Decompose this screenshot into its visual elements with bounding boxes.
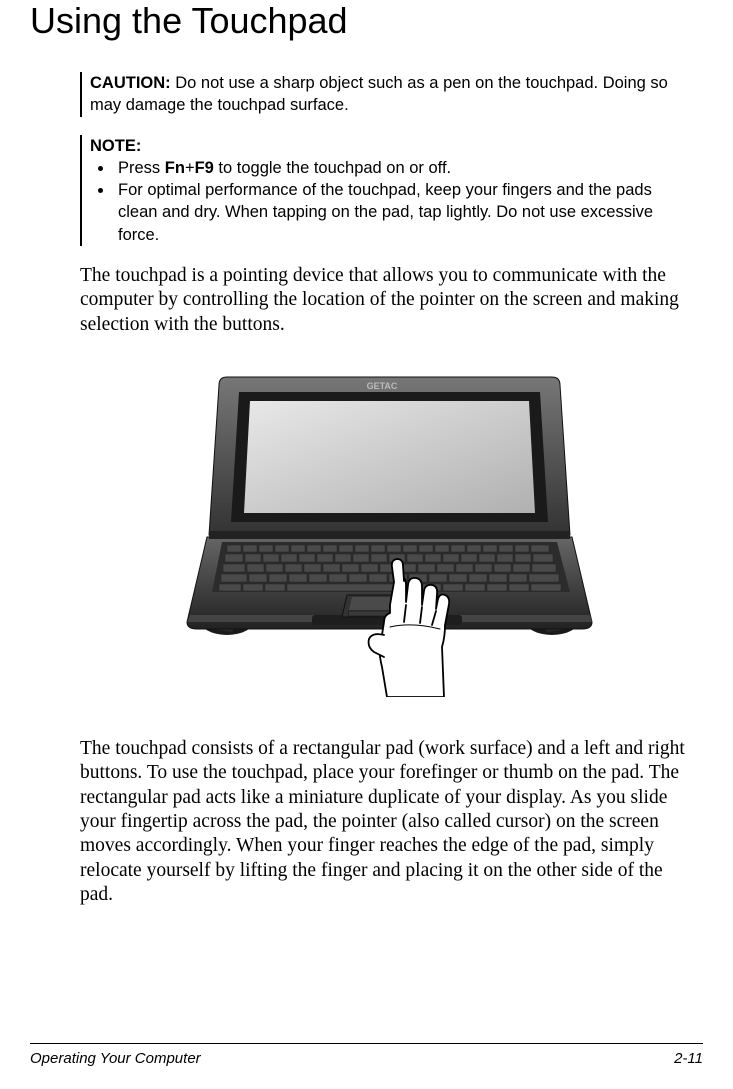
note-label: NOTE: bbox=[90, 135, 693, 157]
page-footer: Operating Your Computer 2-11 bbox=[30, 1043, 703, 1067]
caution-label: CAUTION: bbox=[90, 74, 171, 92]
note-item-1: For optimal performance of the touchpad,… bbox=[114, 179, 693, 246]
description-paragraph: The touchpad consists of a rectangular p… bbox=[80, 737, 693, 908]
note-list: Press Fn+F9 to toggle the touchpad on or… bbox=[114, 157, 693, 246]
brand-label: GETAC bbox=[366, 381, 397, 391]
page-title: Using the Touchpad bbox=[30, 0, 703, 42]
footer-right: 2-11 bbox=[674, 1050, 703, 1067]
note-box: NOTE: Press Fn+F9 to toggle the touchpad… bbox=[80, 135, 693, 246]
footer-left: Operating Your Computer bbox=[30, 1050, 201, 1067]
intro-paragraph: The touchpad is a pointing device that a… bbox=[80, 264, 693, 337]
note-item-0: Press Fn+F9 to toggle the touchpad on or… bbox=[114, 157, 693, 179]
laptop-touchpad-diagram: GETAC bbox=[80, 367, 693, 697]
caution-text: Do not use a sharp object such as a pen … bbox=[90, 74, 668, 114]
caution-box: CAUTION: Do not use a sharp object such … bbox=[80, 72, 693, 117]
